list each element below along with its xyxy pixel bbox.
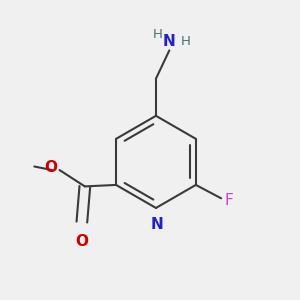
Text: O: O — [75, 234, 88, 249]
Text: O: O — [44, 160, 57, 175]
Text: N: N — [163, 34, 176, 49]
Text: H: H — [181, 35, 190, 48]
Text: F: F — [225, 193, 233, 208]
Text: H: H — [152, 28, 162, 40]
Text: N: N — [151, 217, 164, 232]
